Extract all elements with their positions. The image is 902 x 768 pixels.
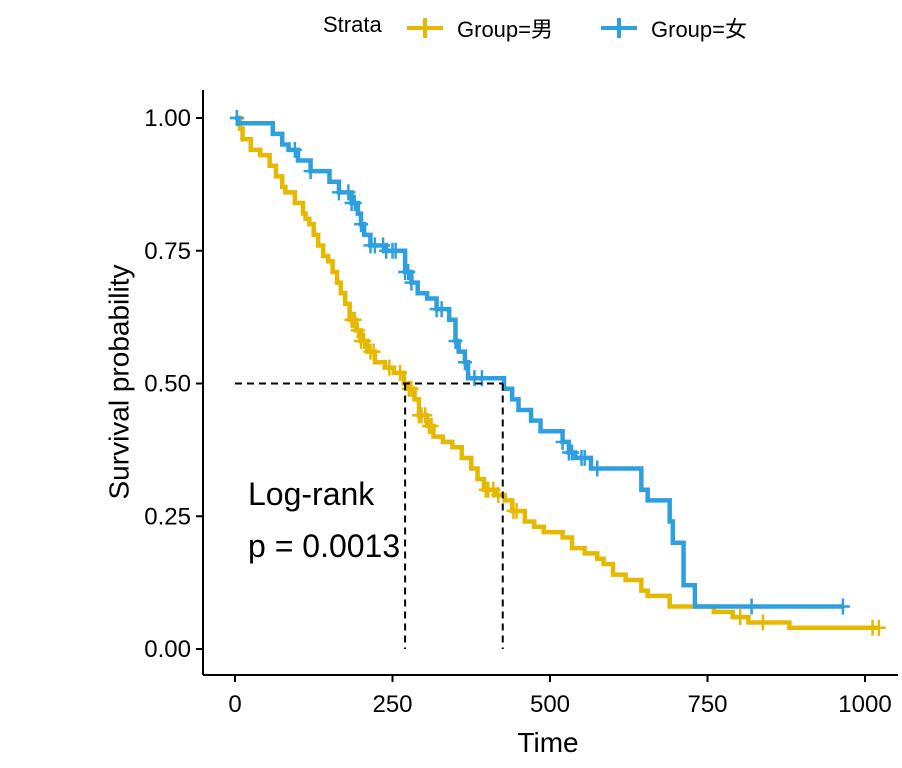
y-tick-label: 1.00 [144, 105, 191, 132]
logrank-label: Log-rank [248, 476, 375, 512]
legend-label-female: Group=女 [651, 17, 747, 42]
x-tick-label: 1000 [838, 691, 891, 718]
y-tick-label: 0.25 [144, 503, 191, 530]
y-tick-label: 0.00 [144, 636, 191, 663]
x-tick-label: 0 [228, 691, 241, 718]
x-tick-label: 500 [530, 691, 570, 718]
legend-title: Strata [323, 12, 382, 37]
x-tick-label: 750 [687, 691, 727, 718]
y-tick-label: 0.75 [144, 238, 191, 265]
x-tick-label: 250 [372, 691, 412, 718]
legend-key-female-icon [601, 18, 637, 38]
series-line-female [235, 115, 843, 609]
legend-label-male: Group=男 [457, 17, 553, 42]
pvalue-label: p = 0.0013 [248, 528, 400, 564]
legend-key-male-icon [407, 18, 443, 38]
x-axis-title: Time [517, 727, 578, 758]
legend: Strata Group=男 Group=女 [0, 0, 902, 52]
y-tick-label: 0.50 [144, 371, 191, 398]
series-line-male [235, 115, 878, 631]
